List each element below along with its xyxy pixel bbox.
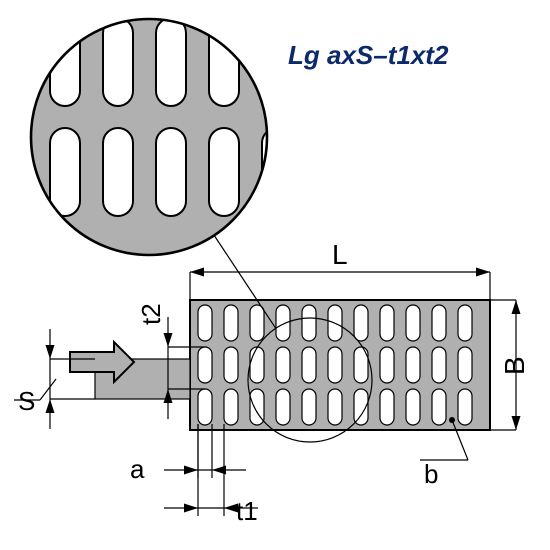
zoom-slot bbox=[50, 128, 80, 216]
slot bbox=[406, 389, 420, 425]
diagram-canvas: L Ba t1 t2 Sb Lg axS–t1xt2 bbox=[0, 0, 550, 550]
arrowhead bbox=[164, 333, 173, 347]
slot bbox=[432, 305, 446, 341]
slot bbox=[276, 389, 290, 425]
slot bbox=[302, 305, 316, 341]
slot bbox=[224, 389, 238, 425]
slot bbox=[250, 305, 264, 341]
slot bbox=[458, 305, 472, 341]
arrowhead bbox=[512, 300, 521, 314]
slot bbox=[250, 347, 264, 383]
arrowhead bbox=[184, 504, 198, 513]
slot bbox=[380, 305, 394, 341]
slot bbox=[276, 347, 290, 383]
zoom-slot bbox=[103, 18, 133, 106]
slot bbox=[302, 347, 316, 383]
zoom-slot bbox=[315, 128, 345, 216]
slot bbox=[432, 389, 446, 425]
slot bbox=[328, 389, 342, 425]
zoom-slot bbox=[209, 128, 239, 216]
slot bbox=[224, 347, 238, 383]
slot bbox=[406, 347, 420, 383]
arrowhead bbox=[184, 466, 198, 475]
arrowhead bbox=[46, 345, 55, 359]
slot bbox=[354, 305, 368, 341]
slot bbox=[406, 305, 420, 341]
zoom-slot bbox=[0, 128, 27, 216]
slot bbox=[380, 389, 394, 425]
arrowhead bbox=[512, 416, 521, 430]
zoom-slot bbox=[50, 18, 80, 106]
arrowhead bbox=[190, 268, 204, 277]
slot bbox=[224, 305, 238, 341]
dim-label: t1 bbox=[236, 496, 258, 526]
slot bbox=[458, 347, 472, 383]
slot bbox=[198, 389, 212, 425]
slot bbox=[380, 347, 394, 383]
slot bbox=[432, 347, 446, 383]
slot bbox=[328, 347, 342, 383]
arrowhead bbox=[476, 268, 490, 277]
dim-label: L bbox=[332, 239, 348, 270]
slot bbox=[198, 347, 212, 383]
zoom-slot bbox=[156, 128, 186, 216]
dim-label: S bbox=[18, 386, 35, 416]
dim-label: t2 bbox=[136, 303, 166, 325]
dim-label: b bbox=[424, 459, 438, 489]
dim-label: a bbox=[130, 454, 145, 484]
slot bbox=[302, 389, 316, 425]
zoom-slot bbox=[209, 18, 239, 106]
slot bbox=[276, 305, 290, 341]
slot bbox=[458, 389, 472, 425]
zoom-slot bbox=[156, 18, 186, 106]
slot bbox=[198, 305, 212, 341]
zoom-slot bbox=[103, 128, 133, 216]
zoom-slot bbox=[0, 18, 27, 106]
dim-label: B bbox=[499, 356, 530, 375]
arrowhead bbox=[46, 399, 55, 413]
formula-title: Lg axS–t1xt2 bbox=[288, 40, 449, 70]
